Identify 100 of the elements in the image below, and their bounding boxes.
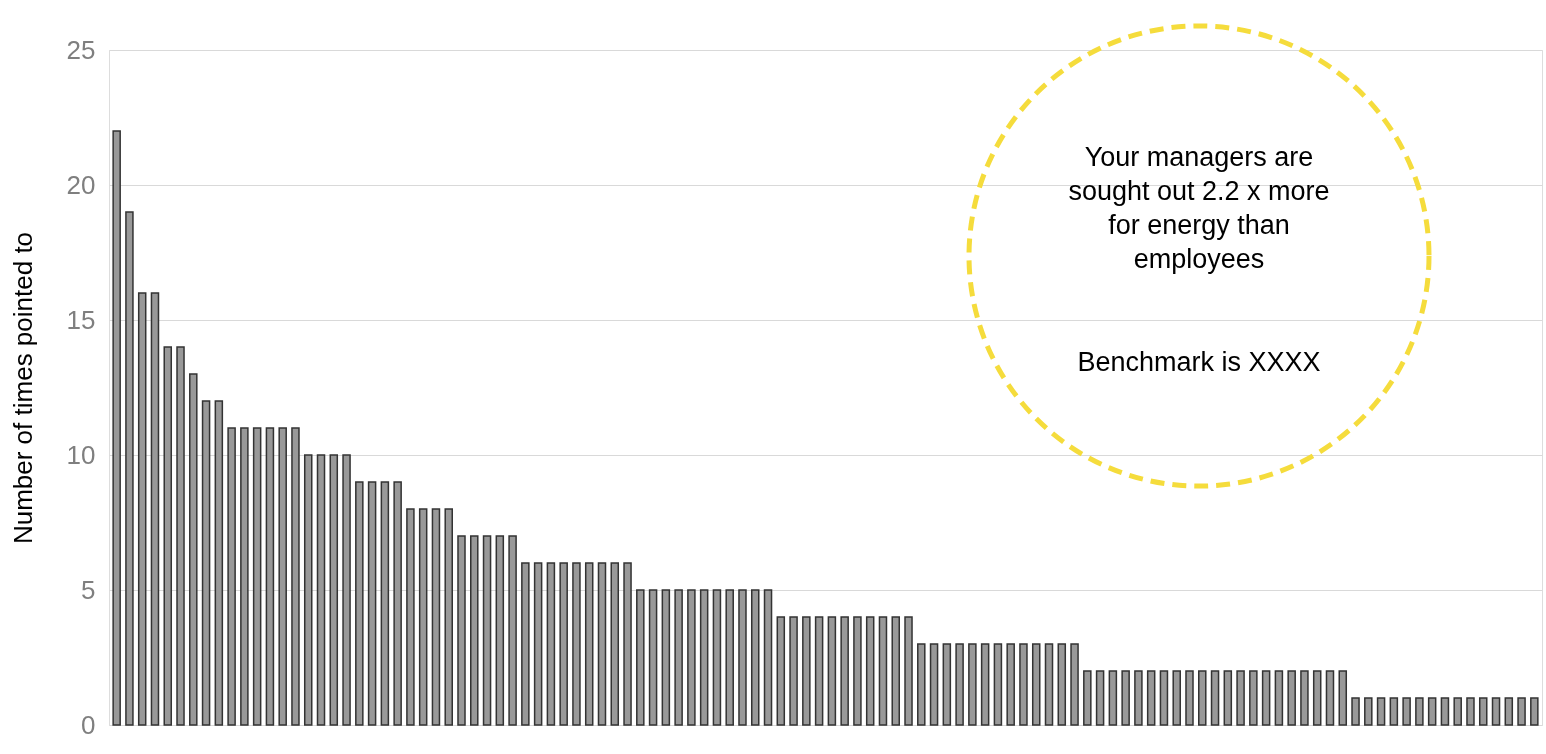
- bar: [1249, 670, 1258, 726]
- bar: [444, 508, 453, 726]
- bar: [1427, 697, 1437, 726]
- bar: [750, 589, 760, 726]
- bar: [1300, 670, 1309, 726]
- bar: [725, 589, 734, 726]
- bar: [1274, 670, 1284, 726]
- bar: [1364, 697, 1373, 726]
- bar: [367, 481, 377, 726]
- y-axis-title: Number of times pointed to: [7, 231, 38, 545]
- bar: [265, 427, 275, 726]
- bar: [508, 535, 517, 726]
- bar: [380, 481, 390, 726]
- bar: [150, 292, 160, 726]
- bar: [1402, 697, 1411, 726]
- bar: [329, 454, 339, 726]
- bar: [1019, 643, 1028, 726]
- bar: [955, 643, 964, 726]
- bar: [559, 562, 568, 726]
- bar: [1057, 643, 1067, 726]
- bar: [1070, 643, 1079, 726]
- bar: [597, 562, 607, 726]
- annotation: Your managers are sought out 2.2 x more for energy than employees: [1068, 142, 1330, 274]
- bar: [968, 643, 977, 726]
- bar: [1198, 670, 1207, 726]
- bar: [457, 535, 466, 726]
- bar: [482, 535, 492, 726]
- bar: [355, 481, 364, 726]
- y-tick-label: 0: [81, 709, 96, 740]
- bar: [521, 562, 530, 726]
- bar: [393, 481, 402, 726]
- bar: [1095, 670, 1105, 726]
- bar: [431, 508, 441, 726]
- bar: [1325, 670, 1335, 726]
- y-tick-label: 25: [66, 34, 96, 65]
- bar: [1210, 670, 1220, 726]
- bar: [342, 454, 351, 726]
- bar: [661, 589, 671, 726]
- bar: [980, 643, 990, 726]
- bar: [137, 292, 147, 726]
- annotation: Benchmark is XXXX: [1077, 347, 1321, 377]
- bar: [878, 616, 888, 726]
- bar: [699, 589, 709, 726]
- bar: [584, 562, 594, 726]
- bar: [1530, 697, 1539, 726]
- y-tick-label: 5: [81, 574, 96, 605]
- bar: [1121, 670, 1130, 726]
- bar: [1261, 670, 1271, 726]
- bar: [189, 373, 198, 726]
- bar: [1312, 670, 1322, 726]
- y-tick-label: 20: [66, 169, 96, 200]
- bar: [1185, 670, 1194, 726]
- bar: [738, 589, 747, 726]
- bar: [865, 616, 875, 726]
- bar: [1172, 670, 1181, 726]
- bar: [687, 589, 696, 726]
- bar: [495, 535, 505, 726]
- bar: [163, 346, 173, 726]
- bar: [1146, 670, 1156, 726]
- bar: [533, 562, 543, 726]
- bar: [827, 616, 837, 726]
- bar: [674, 589, 683, 726]
- bar: [1517, 697, 1526, 726]
- bar: [1478, 697, 1488, 726]
- bar: [291, 427, 300, 726]
- bar: [776, 616, 786, 726]
- bar: [636, 589, 645, 726]
- bar: [1466, 697, 1475, 726]
- bar: [1440, 697, 1450, 726]
- bar: [201, 400, 211, 726]
- bar: [840, 616, 849, 726]
- bar: [1491, 697, 1501, 726]
- bar: [572, 562, 581, 726]
- bar: [1287, 670, 1296, 726]
- bar: [993, 643, 1003, 726]
- bar: [1083, 670, 1092, 726]
- bar: [802, 616, 811, 726]
- bar: [1006, 643, 1015, 726]
- bar: [406, 508, 415, 726]
- bar: [1351, 697, 1360, 726]
- bar: [303, 454, 313, 726]
- bar: [418, 508, 428, 726]
- bar: [470, 535, 479, 726]
- bar: [252, 427, 262, 726]
- bar: [610, 562, 620, 726]
- bar: [853, 616, 862, 726]
- y-tick-label: 15: [66, 304, 96, 335]
- bar: [891, 616, 901, 726]
- bar: [763, 589, 773, 726]
- bar: [942, 643, 952, 726]
- bar: [1389, 697, 1399, 726]
- bar: [1236, 670, 1245, 726]
- bar: [623, 562, 632, 726]
- bar: [316, 454, 326, 726]
- bar: [712, 589, 722, 726]
- bar: [1504, 697, 1514, 726]
- bar: [904, 616, 913, 726]
- bar: [1453, 697, 1462, 726]
- bar: [1415, 697, 1424, 726]
- bar: [125, 211, 134, 726]
